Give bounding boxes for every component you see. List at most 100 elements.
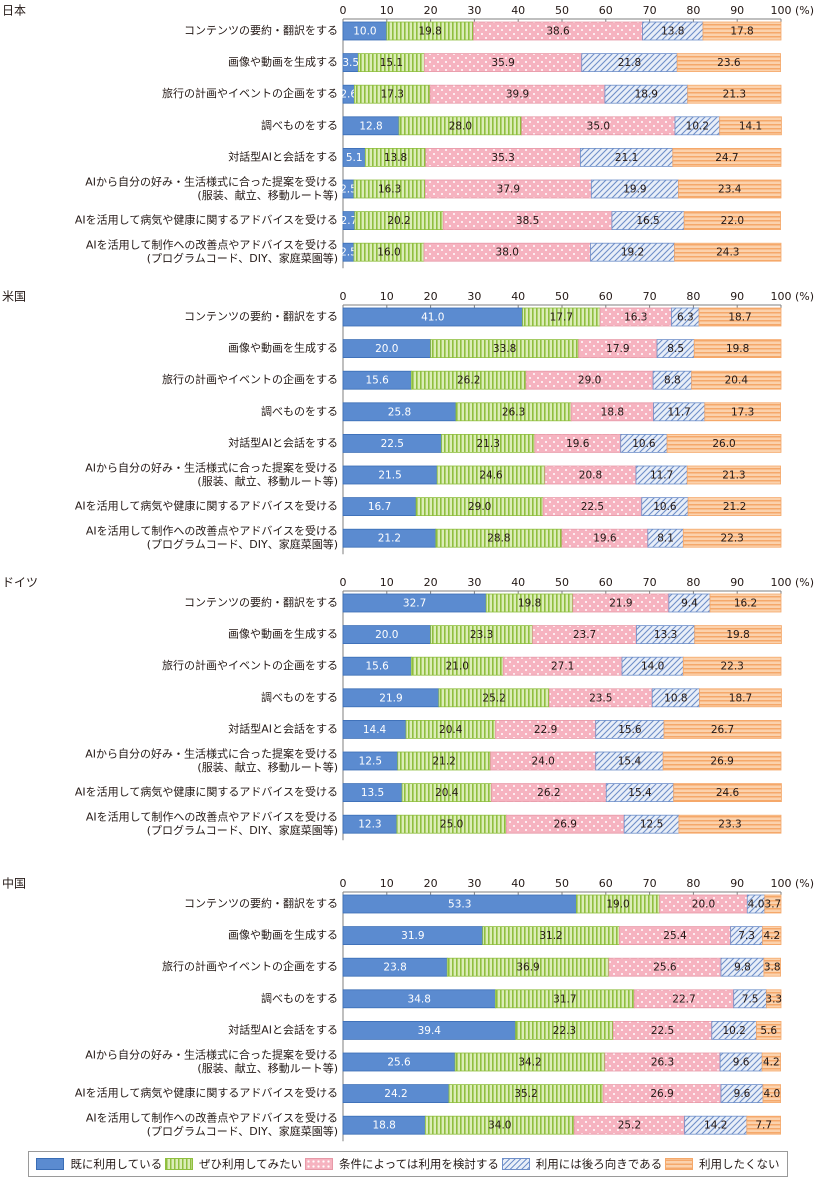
data-label: 39.4 [418, 1025, 442, 1037]
data-label: 17.3 [381, 89, 404, 101]
bar-segment-do-not-want [764, 894, 782, 914]
category-label: 旅行の計画やイベントの企画をする [162, 658, 338, 672]
data-label: 53.3 [448, 899, 471, 911]
data-label: 19.8 [726, 343, 749, 355]
x-tick-label: 10 [380, 4, 394, 17]
data-label: 22.3 [553, 1025, 576, 1037]
x-tick-label: 50 [555, 4, 569, 17]
data-label: 35.2 [514, 1088, 537, 1100]
data-label: 19.2 [621, 247, 644, 259]
data-label: 3.3 [765, 993, 782, 1005]
data-label: 7.5 [742, 993, 759, 1005]
data-label: 22.5 [581, 501, 604, 513]
data-label: 6.3 [677, 312, 694, 324]
bar-segment-do-not-want [746, 1115, 781, 1135]
data-label: 18.7 [728, 312, 751, 324]
panel-1-title: 米国 [2, 290, 26, 304]
category-label: 画像や動画を生成する [228, 627, 338, 641]
category-label: (プログラムコード、DIY、家庭菜園等) [147, 1124, 338, 1138]
axis-unit-label: (%) [795, 576, 814, 589]
data-label: 20.2 [387, 215, 410, 227]
data-label: 34.8 [408, 993, 431, 1005]
x-tick-label: 20 [424, 576, 438, 589]
x-tick-label: 90 [730, 4, 744, 17]
axis-unit-label: (%) [795, 290, 814, 303]
data-label: 18.9 [635, 89, 658, 101]
legend: 既に利用している ぜひ利用してみたい 条件によっては利用を検討する 利用には後ろ… [28, 1151, 788, 1177]
x-tick-label: 20 [424, 290, 438, 303]
legend-swatch-reluctant [501, 1158, 530, 1170]
x-tick-label: 20 [424, 4, 438, 17]
x-tick-label: 60 [599, 290, 613, 303]
legend-item-reluctant: 利用には後ろ向きである [501, 1156, 662, 1172]
data-label: 18.8 [372, 1120, 395, 1132]
data-label: 35.9 [491, 57, 514, 69]
data-label: 3.5 [342, 57, 359, 69]
data-label: 26.3 [502, 406, 525, 418]
data-label: 22.3 [720, 661, 743, 673]
data-label: 38.0 [496, 247, 519, 259]
bar-segment-do-not-want [691, 370, 782, 390]
category-label: (服装、献立、移動ルート等) [197, 474, 338, 488]
data-label: 22.0 [721, 215, 744, 227]
bar-segment-do-not-want [683, 211, 781, 231]
data-label: 10.8 [664, 692, 687, 704]
data-label: 2.5 [340, 184, 357, 196]
bar-segment-do-not-want [682, 656, 782, 676]
category-label: (プログラムコード、DIY、家庭菜園等) [147, 251, 338, 265]
category-label: 旅行の計画やイベントの企画をする [162, 959, 338, 973]
data-label: 26.0 [712, 438, 735, 450]
data-label: 12.5 [640, 819, 663, 831]
data-label: 24.6 [479, 470, 503, 482]
x-tick-label: 100 [771, 576, 792, 589]
data-label: 34.2 [518, 1057, 541, 1069]
data-label: 21.3 [722, 470, 745, 482]
axis-unit-label: (%) [795, 877, 814, 890]
data-label: 25.4 [663, 930, 687, 942]
data-label: 21.9 [609, 598, 632, 610]
bar-segment-do-not-want [699, 688, 782, 708]
data-label: 19.8 [726, 629, 749, 641]
legend-label: 利用したくない [699, 1157, 780, 1171]
bar-segment-do-not-want [673, 783, 782, 802]
data-label: 26.9 [650, 1088, 673, 1100]
data-label: 23.3 [470, 629, 493, 641]
x-tick-label: 80 [686, 877, 700, 890]
category-label: (プログラムコード、DIY、家庭菜園等) [147, 823, 338, 837]
data-label: 29.0 [578, 375, 601, 387]
data-label: 12.8 [359, 120, 382, 132]
data-label: 16.3 [378, 184, 401, 196]
data-label: 8.5 [667, 343, 684, 355]
category-label: 画像や動画を生成する [228, 928, 338, 942]
data-label: 11.7 [667, 406, 690, 418]
bar-segment-do-not-want [678, 179, 782, 199]
bar-segment-do-not-want [763, 957, 781, 977]
x-tick-label: 50 [555, 576, 569, 589]
x-tick-label: 0 [340, 576, 347, 589]
x-tick-label: 80 [686, 290, 700, 303]
x-tick-label: 60 [599, 576, 613, 589]
legend-label: ぜひ利用してみたい [198, 1157, 303, 1171]
data-label: 12.5 [359, 756, 382, 768]
x-tick-label: 0 [340, 290, 347, 303]
bar-segment-do-not-want [662, 751, 782, 771]
category-label: AIから自分の好み・生活様式に合った提案を受ける [85, 747, 338, 761]
bar-segment-do-not-want [694, 625, 782, 644]
data-label: 14.0 [641, 661, 664, 673]
legend-item-already-using: 既に利用している [36, 1156, 162, 1172]
category-label: コンテンツの要約・翻訳をする [184, 309, 338, 323]
data-label: 19.9 [623, 184, 646, 196]
data-label: 22.3 [720, 533, 743, 545]
data-label: 25.0 [440, 819, 463, 831]
axis-unit-label: (%) [795, 4, 814, 17]
category-label: AIを活用して制作への改善点やアドバイスを受ける [86, 524, 338, 538]
x-tick-label: 100 [771, 877, 792, 890]
data-label: 27.1 [551, 661, 574, 673]
category-label: AIから自分の好み・生活様式に合った提案を受ける [85, 1048, 338, 1062]
data-label: 22.5 [381, 438, 404, 450]
data-label: 12.3 [358, 819, 381, 831]
x-tick-label: 20 [424, 877, 438, 890]
data-label: 15.1 [380, 57, 403, 69]
data-label: 26.9 [710, 756, 733, 768]
